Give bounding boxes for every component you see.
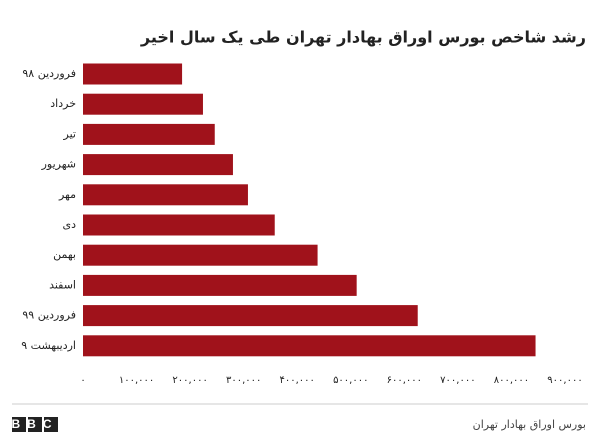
logo-text: BBC (12, 417, 59, 431)
bbc-logo: BBC (12, 417, 59, 432)
x-tick-label: ۶۰۰,۰۰۰ (387, 375, 422, 386)
logo-box (44, 417, 58, 432)
bar (83, 244, 318, 266)
chart-title: رشد شاخص بورس اوراق بهادار تهران طی یک س… (140, 28, 586, 47)
x-tick-label: ۸۰۰,۰۰۰ (494, 375, 529, 386)
bar (83, 154, 233, 176)
bar (83, 335, 536, 357)
x-tick-label: ۳۰۰,۰۰۰ (226, 375, 261, 386)
x-tick-label: ۰ (80, 375, 85, 386)
bar (83, 184, 248, 206)
y-tick-label: بهمن (53, 248, 76, 261)
bar (83, 63, 183, 85)
bar (83, 93, 203, 115)
x-tick-label: ۵۰۰,۰۰۰ (333, 375, 368, 386)
x-tick-label: ۴۰۰,۰۰۰ (280, 375, 315, 386)
bar (83, 274, 357, 296)
x-tick-label: ۹۰۰,۰۰۰ (547, 375, 582, 386)
y-tick-label: شهریور (41, 158, 76, 171)
y-tick-label: تیر (63, 127, 76, 140)
y-tick-label: ۹ اردیبهشت (21, 339, 76, 352)
y-tick-label: خرداد (50, 97, 76, 110)
y-tick-label: دی (62, 218, 76, 231)
bar (83, 305, 418, 327)
x-tick-label: ۱۰۰,۰۰۰ (119, 375, 154, 386)
y-tick-label: اسفند (49, 278, 76, 291)
logo-box (28, 417, 42, 432)
y-tick-label: مهر (58, 188, 76, 201)
bar (83, 214, 275, 236)
source: بورس اوراق بهادار تهران (473, 418, 586, 431)
y-tick-label: فروردین ۹۹ (22, 309, 76, 322)
logo-box (12, 417, 26, 432)
y-tick-label: فروردین ۹۸ (22, 67, 76, 80)
x-tick-label: ۷۰۰,۰۰۰ (440, 375, 475, 386)
bar (83, 123, 215, 145)
x-tick-label: ۲۰۰,۰۰۰ (172, 375, 207, 386)
